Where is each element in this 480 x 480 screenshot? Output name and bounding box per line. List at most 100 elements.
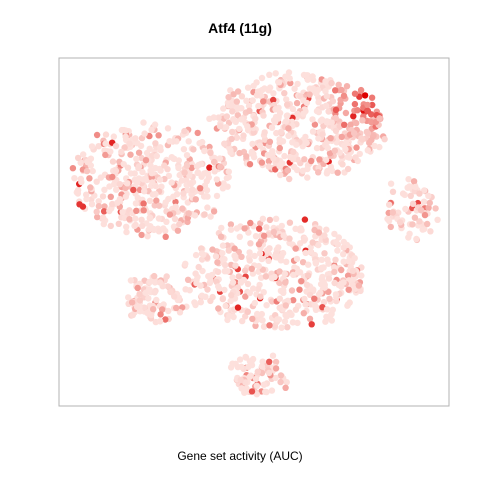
data-point [313,144,321,152]
data-point [212,253,220,260]
data-point [139,222,146,229]
data-point [265,257,272,264]
data-point [308,157,315,165]
data-point [219,185,227,192]
data-point [204,193,211,200]
data-point [156,176,164,183]
data-point [325,108,332,115]
data-point [340,92,348,100]
data-point [276,136,283,143]
data-point [359,117,366,124]
data-point [300,310,307,317]
data-point [120,126,128,134]
data-point [174,227,182,234]
data-point [128,299,136,306]
data-point [293,166,301,174]
data-point [245,102,253,110]
data-point [114,199,121,206]
data-point [345,258,352,265]
data-point [253,382,261,389]
data-point [300,110,307,117]
data-point [192,301,199,309]
data-point [272,358,280,366]
data-point [256,250,264,257]
data-point [214,268,222,276]
data-point [148,174,155,181]
data-point [146,278,153,285]
data-point [180,190,187,197]
data-point [376,143,383,151]
data-point [294,156,301,163]
data-point [118,148,125,156]
data-point [102,131,110,138]
data-point [207,149,214,157]
data-point [270,155,277,162]
data-point [247,240,254,247]
data-point [71,175,78,182]
data-point [192,251,200,259]
plot-frame [58,57,450,407]
data-point [332,114,339,122]
data-point [207,213,214,220]
data-point [205,174,212,181]
data-point [240,276,248,284]
data-point [399,190,407,197]
data-point [175,164,182,172]
data-point [266,322,273,329]
data-point [252,322,259,329]
data-point [342,146,349,153]
data-point [178,177,186,184]
data-point [266,358,273,365]
data-point [151,272,158,280]
data-point [162,316,169,323]
data-point [356,150,363,158]
data-point [432,205,439,212]
data-point [258,159,266,166]
data-point [357,86,365,94]
data-point [112,142,120,150]
data-point [313,107,321,115]
data-point [318,256,325,263]
data-point [137,142,145,150]
data-point [425,204,432,211]
data-point [278,222,285,230]
data-point [223,174,231,182]
data-point [255,241,263,248]
data-point [122,193,129,200]
data-point [266,71,273,79]
data-point [246,249,253,256]
data-point [185,138,192,145]
data-point [123,228,130,236]
data-point [302,133,309,141]
data-point [265,87,272,94]
data-point [225,119,233,126]
data-point [242,354,250,361]
data-point [368,94,376,101]
data-point [165,307,172,315]
data-point [144,233,151,240]
data-point [376,115,383,122]
data-point [156,165,163,173]
data-point [331,147,338,154]
data-point [140,119,147,126]
data-point [354,107,361,114]
data-point [119,208,126,216]
data-point [286,235,293,242]
data-point [227,226,235,233]
data-point [102,151,109,159]
data-point [302,301,309,308]
data-point [305,272,312,279]
data-point [272,215,280,222]
data-point [315,241,322,249]
data-point [271,273,278,281]
data-point [412,183,419,191]
data-point [264,151,271,159]
data-point [304,165,311,173]
data-point [146,145,153,152]
data-point [331,279,338,287]
data-point [407,192,414,199]
data-point [216,123,224,130]
data-point [135,163,143,170]
data-point [289,105,297,113]
data-point [215,114,222,121]
